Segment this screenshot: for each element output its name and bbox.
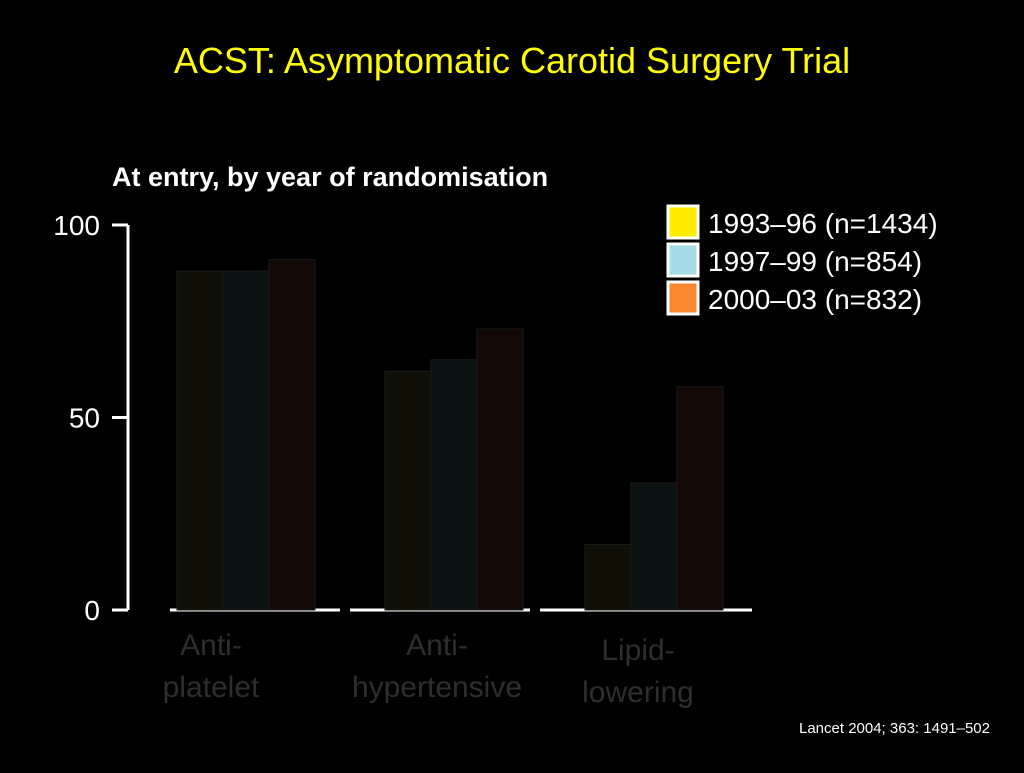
y-tick-label: 100 <box>53 210 100 241</box>
legend: 1993–96 (n=1434) 1997–99 (n=854) 2000–03 (… <box>666 204 938 316</box>
chart-title: At entry, by year of randomisation <box>112 162 548 192</box>
y-tick-label: 50 <box>69 403 100 434</box>
y-axis: 0 50 100 <box>53 210 130 626</box>
x-tick-label: hypertensive <box>352 671 522 704</box>
bar <box>630 482 678 611</box>
bars <box>170 259 752 612</box>
x-tick-label: Lipid- <box>601 634 674 667</box>
x-tick-label: Anti- <box>180 629 242 662</box>
bar <box>222 270 270 611</box>
x-tick-label: Anti- <box>406 629 468 662</box>
bar <box>676 386 724 611</box>
x-tick-label: lowering <box>582 676 694 709</box>
legend-label: 1993–96 (n=1434) <box>708 208 938 239</box>
bar <box>584 544 632 611</box>
legend-label: 2000–03 (n=832) <box>708 284 922 315</box>
slide-title: ACST: Asymptomatic Carotid Surgery Trial <box>173 40 851 81</box>
legend-label: 1997–99 (n=854) <box>708 246 922 277</box>
x-tick-label: platelet <box>163 671 260 704</box>
bar <box>430 359 478 611</box>
x-axis-labels: Anti-platelet Anti-hypertensive Lipid-lowe… <box>163 629 694 709</box>
legend-swatch <box>666 280 700 316</box>
bar <box>268 259 316 611</box>
bar <box>176 270 224 611</box>
legend-swatch <box>666 204 700 240</box>
bar <box>476 328 524 611</box>
citation: Lancet 2004; 363: 1491–502 <box>798 720 990 737</box>
bar <box>384 370 432 611</box>
y-tick-label: 0 <box>84 595 100 626</box>
legend-swatch <box>666 242 700 278</box>
